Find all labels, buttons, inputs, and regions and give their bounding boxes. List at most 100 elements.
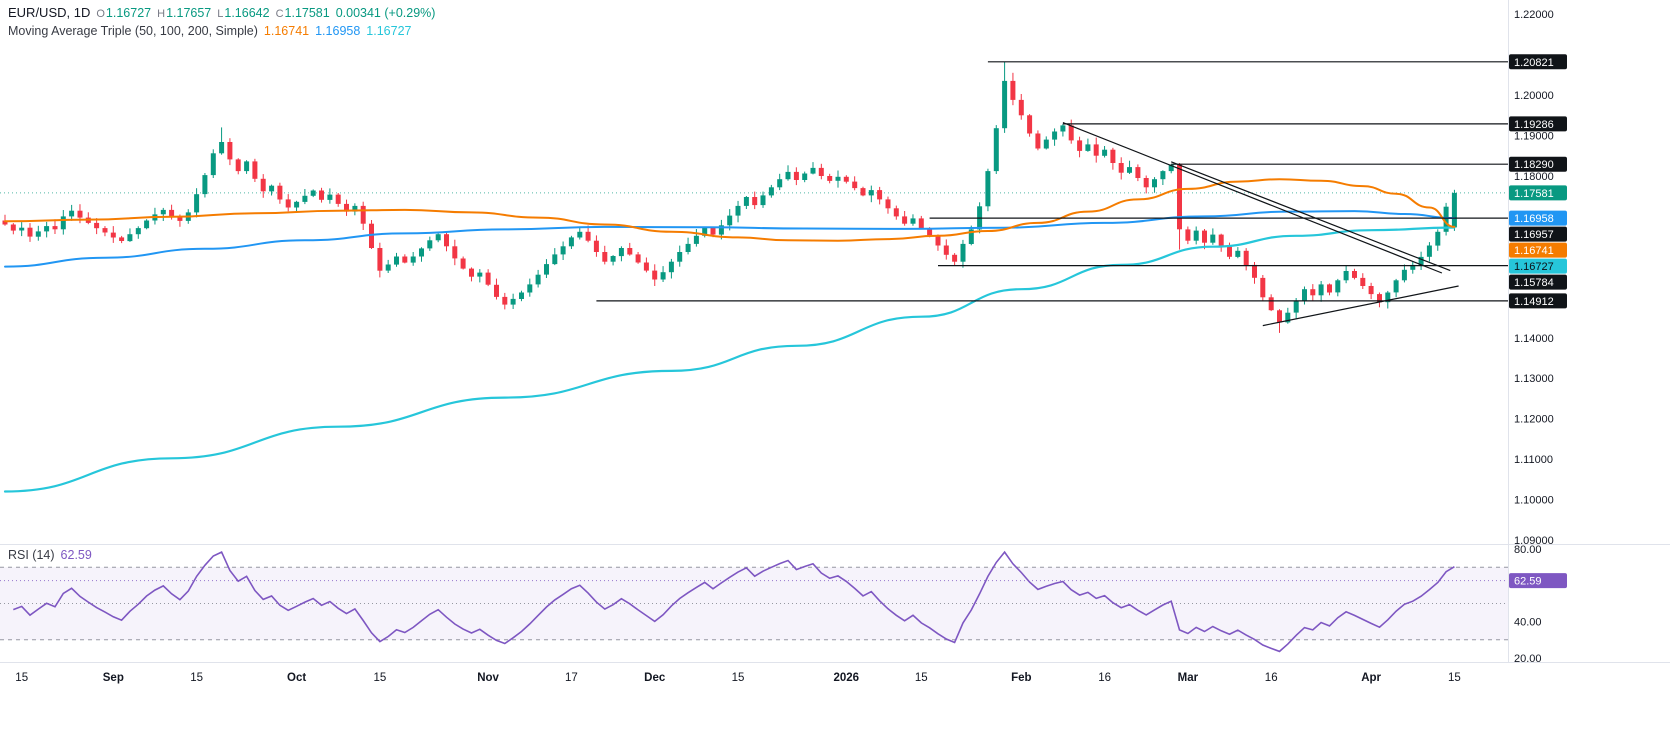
candle-body (885, 199, 891, 209)
price-tick-label: 1.18000 (1514, 171, 1554, 183)
candle-body (660, 272, 666, 280)
candle-body (627, 248, 633, 255)
price-badge-1.19286[interactable] (1509, 116, 1567, 132)
candle-body (935, 235, 941, 246)
candle-body (235, 159, 241, 172)
candle-body (1143, 178, 1149, 188)
time-tick-label: 15 (190, 672, 203, 684)
descending-trendline-1[interactable] (1062, 122, 1443, 274)
price-badge-label: 1.19286 (1514, 119, 1554, 131)
candle-body (210, 153, 216, 176)
candle-body (494, 284, 499, 297)
time-axis[interactable]: 15 Sep 15 Oct 15 Nov 17 Dec 15 2026 15 Feb 16 Mar 16 Ap… (15, 672, 1460, 684)
price-badge-1.20821[interactable] (1509, 54, 1567, 70)
candle-body (1152, 179, 1157, 188)
candle-body (727, 215, 733, 226)
price-badge-1.16958[interactable] (1509, 210, 1567, 226)
drawings-layer (596, 61, 1508, 327)
symbol-title: EUR/USD, 1D (8, 5, 91, 20)
candle-body (1127, 167, 1132, 173)
symbol-legend[interactable]: EUR/USD, 1D O 1.16727 H 1.17657 L 1.1664… (8, 5, 435, 20)
price-badge-label: 1.20821 (1514, 57, 1554, 69)
candle-body (1077, 140, 1083, 151)
candle-body (194, 194, 200, 213)
candle-body (44, 226, 50, 232)
ascending-trendline[interactable] (1262, 285, 1459, 327)
ohlc-high: H 1.17657 (157, 6, 211, 20)
rsi-tick-label: 20.00 (1514, 653, 1542, 665)
open-value: 1.16727 (105, 5, 152, 20)
candle-body (535, 274, 541, 285)
time-tick-label: 15 (732, 672, 745, 684)
ma100-line[interactable] (4, 210, 1456, 268)
price-badge-label: 1.16741 (1514, 245, 1554, 257)
price-badge-1.15784[interactable] (1509, 274, 1567, 290)
ma200-value: 1.16727 (366, 24, 412, 38)
candle-body (27, 227, 33, 237)
candle-body (1060, 125, 1066, 132)
candle-body (127, 234, 133, 242)
candle-body (1277, 310, 1282, 323)
price-badge-1.16727[interactable] (1509, 258, 1567, 274)
rsi-legend[interactable]: RSI (14) 62.59 (8, 548, 92, 562)
candle-body (910, 218, 916, 224)
price-badge-1.14912[interactable] (1509, 293, 1567, 309)
ma200-line[interactable] (3, 226, 1456, 493)
candle-body (593, 240, 599, 252)
candle-body (177, 216, 183, 221)
time-tick-label: 15 (15, 672, 28, 684)
rsi-badge-label: 62.59 (1514, 576, 1542, 588)
candle-body (1352, 271, 1357, 278)
high-label: H (157, 7, 166, 20)
candle-body (993, 128, 999, 172)
price-tick-label: 1.22000 (1514, 9, 1554, 21)
candle-body (752, 197, 758, 206)
candle-body (527, 284, 533, 293)
candle-body (52, 226, 58, 230)
candle-body (768, 187, 774, 196)
candle-body (743, 197, 749, 206)
candle-body (693, 235, 699, 244)
price-badge-1.17581[interactable] (1509, 185, 1567, 201)
candle-body (144, 220, 150, 229)
price-badge-label: 1.17581 (1514, 188, 1554, 200)
candle-body (1193, 230, 1199, 241)
candle-body (1102, 149, 1108, 156)
price-axis[interactable]: 1.22000 1.20000 1.19000 1.18000 1.14000 1.130… (1509, 9, 1567, 665)
candle-body (1027, 115, 1033, 134)
candle-body (285, 199, 291, 208)
candles-layer[interactable] (2, 61, 1457, 333)
ma-legend[interactable]: Moving Average Triple (50, 100, 200, Sim… (8, 24, 411, 38)
ma50-line[interactable] (4, 178, 1456, 242)
candle-body (1327, 284, 1332, 293)
price-badge-1.16741[interactable] (1509, 242, 1567, 258)
candle-body (327, 194, 333, 200)
ma-layer (3, 178, 1456, 493)
price-badge-1.16957[interactable] (1509, 226, 1567, 242)
candle-body (677, 252, 683, 262)
candle-body (10, 224, 16, 231)
candle-body (160, 209, 166, 215)
candle-body (360, 205, 366, 224)
candle-body (777, 179, 783, 188)
candle-body (477, 272, 483, 277)
candle-body (1335, 280, 1341, 293)
price-badge-1.18290[interactable] (1509, 156, 1567, 172)
candle-body (702, 227, 708, 236)
candle-body (952, 254, 958, 262)
candle-body (385, 264, 391, 271)
candle-body (818, 167, 824, 176)
candle-body (785, 171, 791, 180)
candle-body (810, 167, 816, 174)
candle-body (552, 254, 558, 265)
descending-trendline-2[interactable] (1170, 161, 1451, 272)
rsi-value-badge[interactable] (1509, 573, 1567, 589)
ohlc-close: C 1.17581 (276, 6, 330, 20)
time-tick-label: Sep (103, 672, 124, 684)
price-badge-label: 1.14912 (1514, 296, 1554, 308)
candle-body (718, 225, 724, 235)
candle-body (402, 256, 408, 263)
rsi-line[interactable] (13, 550, 1455, 653)
ma100-value: 1.16958 (315, 24, 361, 38)
